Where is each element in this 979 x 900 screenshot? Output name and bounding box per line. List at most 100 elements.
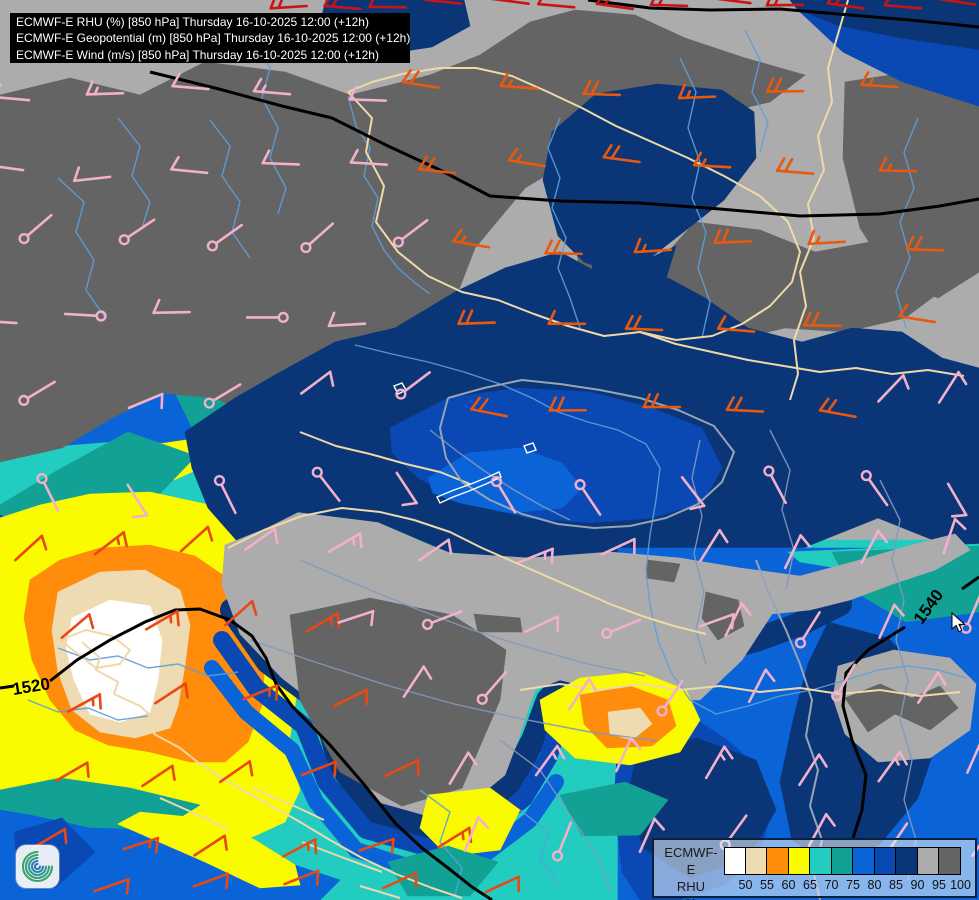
legend-tick-label: 55 [760, 878, 774, 892]
barb-tick [349, 148, 359, 164]
legend-tick-label: 90 [910, 878, 925, 892]
barb-staff [492, 0, 530, 5]
border-7 [251, 787, 325, 821]
barb-staff [305, 611, 339, 633]
barb-staff [826, 1, 865, 10]
barb-tick [632, 315, 642, 331]
barb-staff [327, 322, 367, 328]
wind-barb [66, 693, 102, 713]
wind-barb [548, 396, 588, 412]
barb-tick [315, 869, 320, 887]
barb-tick [555, 744, 566, 760]
barb-tick [551, 751, 558, 760]
wind-barb [499, 72, 538, 90]
barb-staff [966, 743, 979, 774]
barb-tick [116, 535, 121, 546]
barb-staff [323, 4, 362, 11]
site-logo[interactable] [16, 845, 59, 888]
wind-barb [32, 827, 68, 849]
wind-barb [127, 392, 164, 410]
barb-tick [685, 89, 692, 100]
river-10 [57, 647, 239, 677]
barb-staff [283, 869, 320, 886]
wind-barb [544, 239, 583, 256]
barb-staff [769, 474, 787, 505]
chart-title-block: ECMWF-E RHU (%) [850 hPa] Thursday 16-10… [10, 13, 410, 63]
barb-tick [878, 156, 888, 172]
wind-barb [860, 71, 899, 89]
barb-tick [826, 399, 838, 414]
river-lines [27, 29, 967, 896]
wind-barb [118, 218, 156, 246]
calm-circle [118, 234, 130, 246]
river-13 [299, 559, 646, 677]
barb-staff [122, 836, 160, 851]
calm-circle [203, 397, 215, 409]
barb-tick [125, 878, 130, 895]
barb-tick [550, 547, 554, 565]
legend-swatch-65 [788, 847, 810, 875]
barb-tick [650, 392, 660, 409]
barb-tick [700, 158, 707, 167]
barb-tick [206, 525, 214, 542]
barb-tick [725, 396, 735, 412]
barb-tick [602, 144, 613, 159]
wind-barb [401, 69, 440, 89]
barb-staff [26, 380, 56, 400]
wind-barb [775, 157, 815, 175]
calm-circle [960, 622, 972, 634]
river-7 [209, 119, 251, 259]
barb-staff [348, 98, 388, 102]
river-5 [57, 177, 105, 317]
barb-staff [308, 222, 335, 246]
barb-tick [327, 311, 336, 328]
wind-barb [783, 534, 811, 570]
wind-barb [898, 303, 937, 324]
barb-staff [534, 744, 559, 777]
barb-staff [716, 0, 752, 5]
barb-tick [718, 528, 729, 544]
barb-staff [179, 525, 210, 553]
legend-swatch-75 [831, 847, 853, 875]
wind-barb [916, 671, 947, 704]
barb-tick [248, 760, 254, 777]
wind-barb [713, 228, 752, 245]
barb-tick [122, 530, 128, 548]
wind-barb [490, 475, 517, 514]
calm-circle [311, 466, 323, 478]
wind-barb [311, 466, 341, 502]
barb-tick [773, 0, 779, 7]
barb-tick [467, 751, 478, 766]
legend-tick-label: 100 [950, 878, 971, 892]
wind-barb [633, 237, 673, 254]
barb-tick [811, 311, 820, 327]
barb-staff [193, 834, 226, 857]
legend-swatch-60 [767, 847, 789, 875]
wind-barb [649, 0, 689, 8]
barb-staff [713, 240, 752, 245]
site-logo-spiral-icon [21, 850, 54, 883]
wind-barb [624, 314, 664, 332]
wind-barb [0, 165, 25, 172]
wind-barb [192, 872, 230, 890]
calm-circle [490, 475, 503, 488]
wind-barb [765, 77, 805, 93]
wind-barb [60, 613, 95, 640]
barb-staff [938, 0, 977, 6]
barb-staff [93, 878, 130, 893]
wind-barb [878, 156, 918, 173]
barb-tick [633, 237, 642, 254]
barb-staff [507, 159, 546, 168]
legend-swatch-55 [745, 847, 767, 875]
barb-tick [323, 0, 330, 8]
barb-staff [73, 175, 112, 183]
geopotential-1520-seg1 [49, 607, 493, 900]
legend-tick-label: 65 [803, 878, 817, 892]
wind-barb [716, 315, 756, 333]
barb-staff [212, 383, 242, 402]
wind-barb [582, 80, 622, 97]
wind-barb [638, 817, 666, 854]
wind-barb [656, 679, 684, 717]
barb-staff [42, 481, 60, 513]
wind-barb [537, 0, 576, 9]
